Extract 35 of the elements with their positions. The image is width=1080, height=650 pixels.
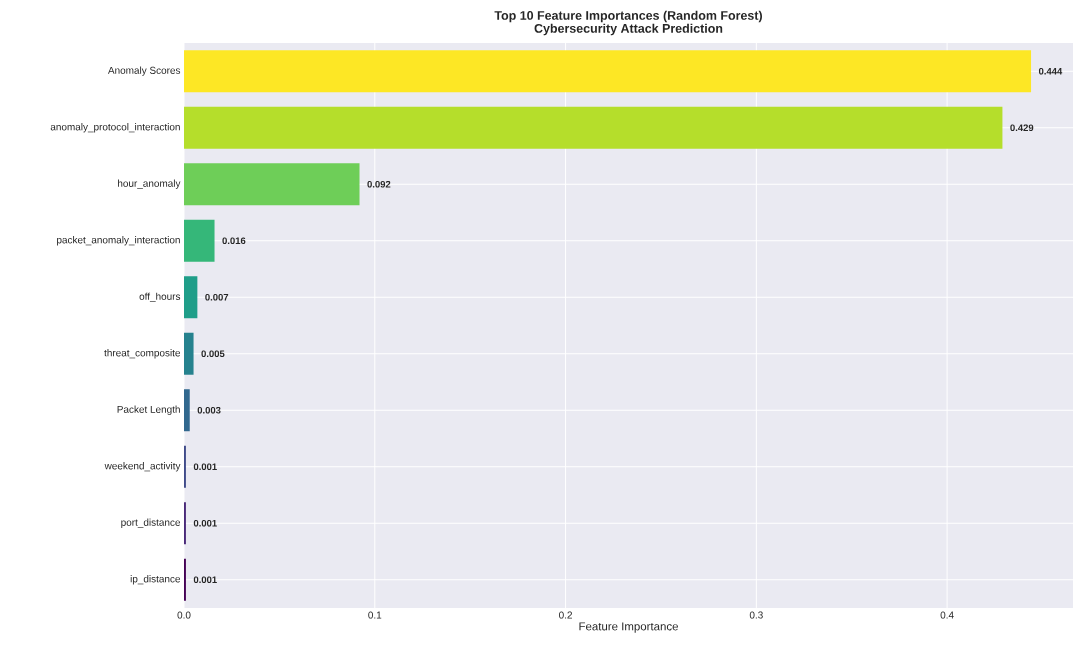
bar (184, 389, 190, 432)
y-tick-label: threat_composite (104, 349, 181, 359)
y-tick-label: packet_anomaly_interaction (57, 236, 180, 246)
x-axis-title: Feature Importance (579, 622, 678, 633)
data-label: 0.001 (193, 463, 217, 471)
x-tick-label: 0.2 (559, 611, 572, 619)
y-tick-label: hour_anomaly (118, 179, 181, 189)
bar (184, 332, 194, 375)
chart-title: Top 10 Feature Importances (Random Forest) (494, 10, 762, 23)
x-tick-label: 0.1 (368, 611, 382, 619)
data-label: 0.003 (197, 406, 221, 414)
data-label: 0.005 (201, 350, 225, 358)
x-tick-label: 0.3 (749, 611, 763, 619)
y-tick-label: Packet Length (117, 405, 180, 415)
bar (184, 219, 215, 262)
y-tick-label: Anomaly Scores (107, 66, 181, 76)
data-label: 0.092 (367, 180, 391, 188)
data-label: 0.007 (205, 293, 229, 301)
y-tick-label: port_distance (121, 518, 181, 528)
y-tick-label: anomaly_protocol_interaction (50, 123, 180, 133)
x-tick-label: 0.4 (940, 611, 954, 619)
data-label: 0.016 (222, 237, 246, 245)
bar (184, 276, 198, 319)
bar (184, 106, 1003, 149)
data-label: 0.001 (193, 519, 217, 527)
x-tick-label: 0.0 (177, 611, 191, 619)
y-tick-label: ip_distance (130, 575, 181, 585)
chart-subtitle: Cybersecurity Attack Prediction (534, 23, 723, 36)
y-tick-label: off_hours (139, 292, 181, 302)
data-label: 0.429 (1010, 124, 1034, 132)
y-tick-label: weekend_activity (104, 462, 181, 472)
data-label: 0.001 (193, 576, 217, 584)
data-label: 0.444 (1038, 67, 1063, 75)
bar (184, 163, 360, 206)
bar (184, 50, 1032, 93)
